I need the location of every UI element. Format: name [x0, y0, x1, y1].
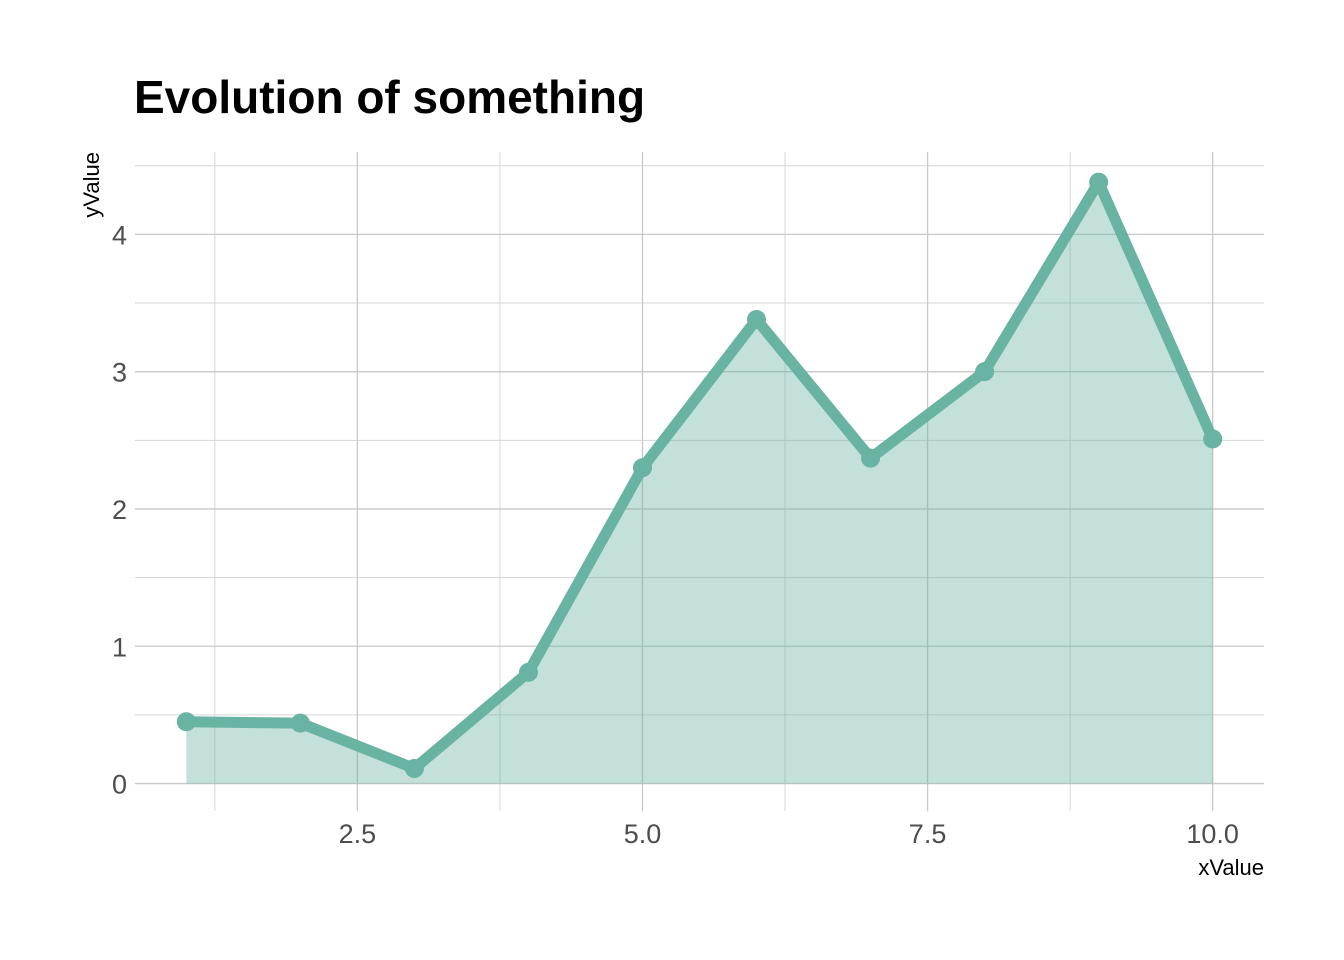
line-layer	[180, 176, 1219, 774]
major-gridlines	[135, 152, 1264, 811]
point-layer	[176, 172, 1223, 778]
y-tick-label: 3	[112, 358, 127, 388]
data-point-1	[176, 712, 196, 732]
data-point-7	[861, 448, 881, 468]
y-tick-label: 1	[112, 632, 127, 662]
data-point-2	[290, 713, 310, 733]
area-layer	[186, 182, 1213, 784]
minor-gridlines	[135, 152, 1264, 811]
series-line	[180, 176, 1219, 774]
x-tick-label: 10.0	[1186, 819, 1239, 849]
y-tick-label: 0	[112, 770, 127, 800]
x-tick-labels: 2.5 5.0 7.5 10.0	[339, 819, 1239, 849]
y-axis-title: yValue	[79, 152, 104, 218]
data-point-10	[1203, 429, 1223, 449]
x-tick-label: 5.0	[624, 819, 662, 849]
data-point-9	[1089, 172, 1109, 192]
data-point-5	[632, 458, 652, 478]
y-tick-label: 4	[112, 220, 127, 250]
chart-title: Evolution of something	[134, 71, 646, 123]
data-point-6	[747, 309, 767, 329]
data-point-8	[975, 362, 995, 382]
area-fill	[186, 182, 1213, 784]
x-tick-label: 7.5	[909, 819, 947, 849]
data-point-4	[518, 662, 538, 682]
y-tick-labels: 0 1 2 3 4	[112, 220, 127, 799]
x-axis-title: xValue	[1198, 855, 1264, 880]
data-point-3	[404, 758, 424, 778]
y-tick-label: 2	[112, 495, 127, 525]
x-tick-label: 2.5	[339, 819, 377, 849]
